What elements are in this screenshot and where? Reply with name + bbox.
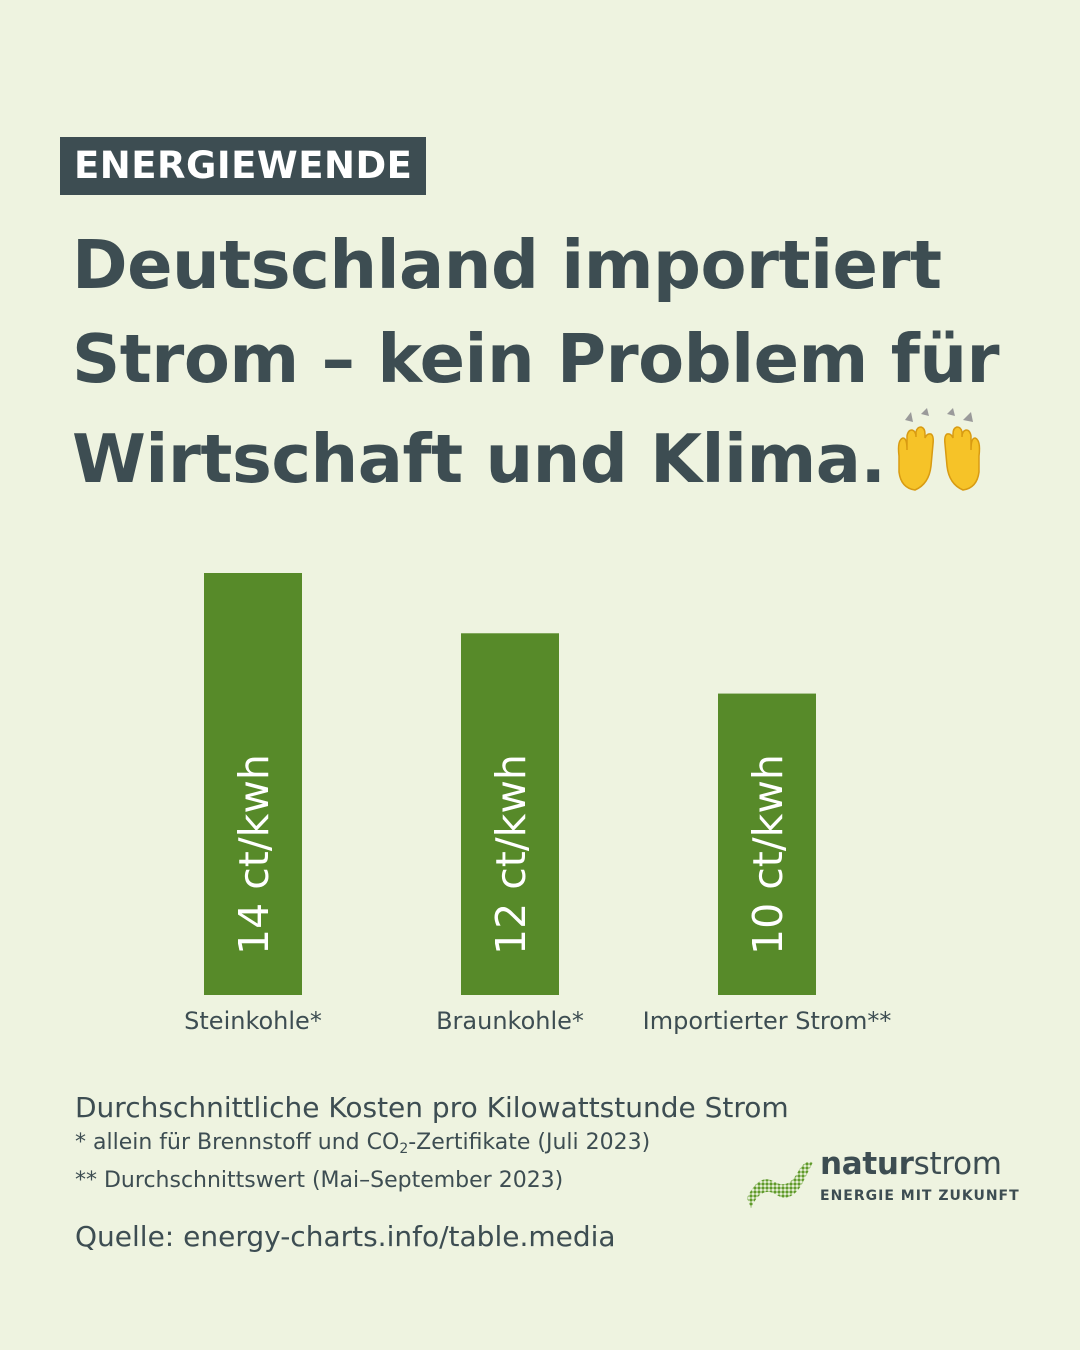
footnote-1-subscript: 2 (399, 1141, 409, 1157)
headline-line-3-text: Wirtschaft und Klima. (72, 420, 886, 498)
footnote-1-prefix: * allein für Brennstoff und CO (75, 1130, 400, 1155)
logo-name-regular: strom (913, 1146, 1002, 1182)
headline-line-2: Strom – kein Problem für (72, 320, 1000, 398)
headline-line-1: Deutschland importiert (72, 226, 942, 304)
footnote-2: ** Durchschnittswert (Mai–September 2023… (75, 1168, 564, 1193)
bar-value-label-1: 14 ct/kwh (230, 754, 278, 955)
source-line: Quelle: energy-charts.info/table.media (75, 1220, 616, 1253)
bar-value-label-3: 10 ct/kwh (744, 754, 792, 955)
category-label-3: Importierter Strom** (643, 1007, 892, 1035)
bar-value-label-2: 12 ct/kwh (487, 754, 535, 955)
footnote-1: * allein für Brennstoff und CO2-Zertifik… (75, 1130, 650, 1157)
swoosh-logo-icon (747, 1161, 813, 1208)
bar-3 (718, 693, 816, 995)
category-tag: ENERGIEWENDE (60, 137, 427, 195)
category-label-2: Braunkohle* (436, 1007, 584, 1035)
bar-2 (461, 633, 559, 995)
bar-1 (204, 573, 302, 995)
logo-wordmark: naturstrom (820, 1146, 1002, 1182)
bar-chart: 14 ct/kwh Steinkohle* 12 ct/kwh Braunkohle*… (184, 573, 892, 1035)
naturstrom-logo: naturstrom ENERGIE MIT ZUKUNFT (745, 1146, 1019, 1212)
headline: Deutschland importiert Strom – kein Prob… (72, 218, 1032, 506)
footnote-1-suffix: -Zertifikate (Juli 2023) (408, 1130, 651, 1155)
raising-hands-emoji-icon (891, 406, 987, 496)
headline-line-3: Wirtschaft und Klima. (72, 406, 1032, 506)
chart-caption: Durchschnittliche Kosten pro Kilowattstu… (75, 1091, 789, 1124)
logo-name-bold: natur (820, 1146, 914, 1182)
category-label-1: Steinkohle* (184, 1007, 322, 1035)
logo-tagline: ENERGIE MIT ZUKUNFT (820, 1188, 1020, 1204)
